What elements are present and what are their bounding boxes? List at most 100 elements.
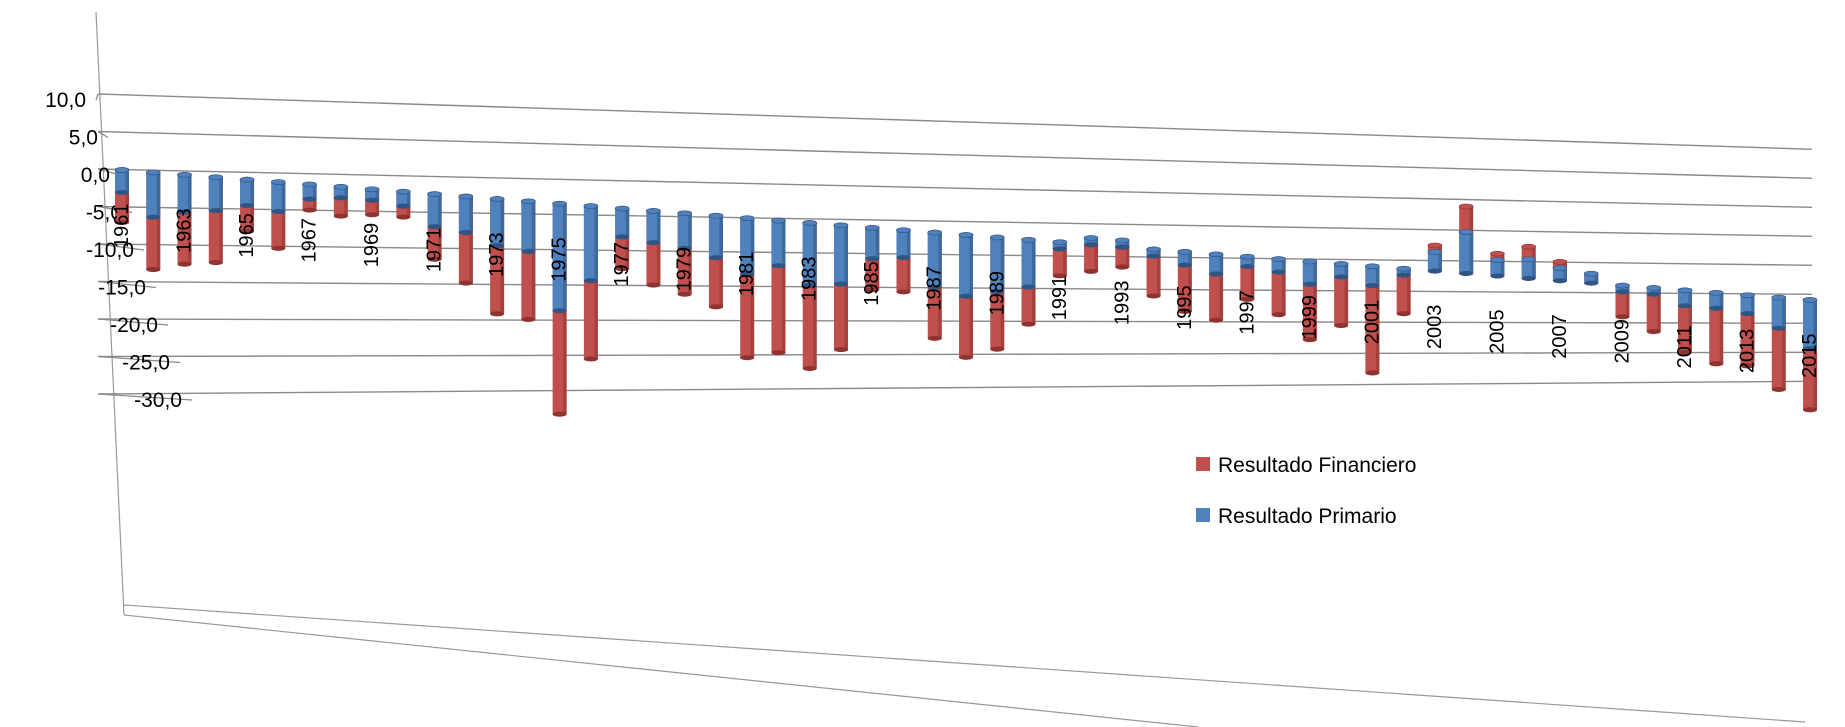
x-tick-label: 1991: [1049, 276, 1071, 321]
bar-primario-1981: [739, 215, 755, 277]
left-wall-gridline: [97, 280, 157, 289]
x-tick-label: 1967: [299, 218, 321, 263]
bar-primario-1976: [583, 203, 599, 284]
back-wall-gridline: [97, 380, 1813, 395]
bar-primario-1965: [239, 176, 255, 209]
x-tick-label: 1961: [111, 204, 133, 249]
bar-primario-1999: [1302, 258, 1318, 287]
x-tick-label: 2003: [1424, 305, 1446, 350]
bar-primario-1978: [646, 208, 661, 246]
bar-primario-2007: [1552, 265, 1568, 284]
left-wall-gridline: [97, 130, 109, 139]
x-tick-label: 1997: [1236, 290, 1258, 335]
x-tick-label: 1995: [1174, 285, 1196, 330]
bar-primario-2005: [1490, 257, 1505, 279]
x-tick-label: 1985: [861, 261, 883, 306]
bar-primario-1980: [708, 212, 724, 261]
bar-primario-1969: [364, 186, 380, 203]
bar-primario-1983: [802, 220, 818, 288]
bar-primario-2001: [1365, 263, 1380, 289]
back-wall-gridline: [97, 130, 1813, 179]
bar-primario-1974: [521, 198, 536, 254]
bar-primario-1986: [896, 227, 911, 261]
bar-primario-1988: [958, 232, 974, 299]
bar-primario-2006: [1521, 256, 1536, 281]
x-tick-label: 1971: [424, 228, 446, 273]
bar-primario-2000: [1333, 261, 1349, 280]
bar-primario-2010: [1646, 285, 1662, 297]
bar-primario-1967: [302, 181, 317, 202]
back-wall-gridline: [97, 205, 1813, 237]
bar-primario-1972: [458, 193, 474, 236]
left-wall-gridline: [97, 318, 169, 326]
legend-label-primario: Resultado Primario: [1218, 505, 1397, 528]
x-tick-label: 1989: [986, 271, 1008, 316]
x-tick-label: 2013: [1736, 329, 1758, 374]
bar-primario-1970: [396, 188, 411, 209]
bar-primario-1962: [145, 169, 161, 220]
bar-primario-2003: [1427, 249, 1443, 274]
x-tick-label: 1977: [611, 242, 633, 287]
back-wall-gridline: [97, 93, 1813, 150]
bar-primario-1990: [1021, 236, 1036, 290]
legend-label-financiero: Resultado Financiero: [1218, 454, 1416, 477]
x-tick-label: 1965: [236, 213, 258, 258]
x-tick-label: 1983: [799, 256, 821, 301]
bar-primario-1989: [989, 234, 1005, 295]
back-wall-gridline: [97, 280, 1813, 295]
x-tick-label: 2015: [1799, 334, 1821, 379]
bar-primario-1964: [208, 174, 224, 214]
y-axis-tick-labels: 10,0 5,0 0,0 -5,0 -10,0 -15,0 -20,0 -25,0 -30,0: [45, 89, 182, 412]
bar-primario-2015: [1802, 297, 1818, 352]
x-tick-label: 1979: [674, 247, 696, 292]
bar-primario-1973: [489, 196, 505, 249]
x-tick-label: 2005: [1486, 309, 1508, 354]
x-tick-label: 1973: [486, 232, 508, 277]
bars: [114, 167, 1818, 417]
bar-primario-1985: [864, 224, 880, 262]
bar-primario-1997: [1240, 253, 1255, 270]
bar-primario-2014: [1771, 294, 1787, 331]
bar-primario-1995: [1177, 249, 1193, 268]
legend-swatch-financiero: [1196, 457, 1210, 471]
left-wall-gridline: [97, 393, 193, 401]
y-tick-label: -5,0: [86, 202, 122, 225]
bar-primario-1963: [177, 171, 192, 215]
x-tick-label: 1981: [736, 252, 758, 297]
x-tick-label: 1969: [361, 223, 383, 268]
y-tick-label: 0,0: [81, 164, 110, 187]
bar-primario-1993: [1114, 237, 1130, 250]
bar-primario-2008: [1583, 270, 1599, 286]
bar-primario-2004: [1458, 229, 1474, 277]
back-wall-gridline: [97, 168, 1813, 208]
bar-primario-1966: [270, 179, 286, 215]
bar-primario-1982: [771, 217, 786, 269]
bar-primario-1984: [833, 222, 849, 287]
y-tick-label: -30,0: [134, 389, 182, 412]
legend-swatch-primario: [1196, 508, 1210, 522]
y-tick-label: -25,0: [122, 352, 170, 375]
bar-primario-1979: [677, 210, 692, 252]
y-tick-label: 5,0: [69, 127, 98, 150]
chart-walls: [95, 11, 1806, 727]
back-wall-gridline: [97, 318, 1813, 324]
floor-line: [123, 614, 1199, 727]
bar-primario-1971: [427, 191, 442, 230]
bar-primario-2009: [1615, 282, 1630, 295]
x-tick-label: 1987: [924, 266, 946, 311]
y-tick-label: -20,0: [110, 314, 158, 337]
x-tick-label: 2011: [1674, 325, 1696, 368]
x-tick-label: 2009: [1611, 319, 1633, 364]
x-tick-label: 2001: [1361, 300, 1383, 345]
bar-primario-1994: [1146, 246, 1161, 259]
bar-primario-1975: [552, 200, 567, 314]
y-tick-label: 10,0: [45, 89, 86, 112]
bar-primario-1968: [333, 184, 349, 201]
x-tick-label: 1963: [174, 208, 196, 253]
bar-primario-1991: [1052, 239, 1068, 252]
bar-primario-1977: [614, 205, 630, 240]
x-axis-year-labels: 1961 1963 1965 1967 1969 1971 1973 1975 1977 1979…: [111, 204, 1821, 379]
bar-primario-2011: [1677, 287, 1693, 309]
left-wall-gridline: [95, 93, 99, 101]
